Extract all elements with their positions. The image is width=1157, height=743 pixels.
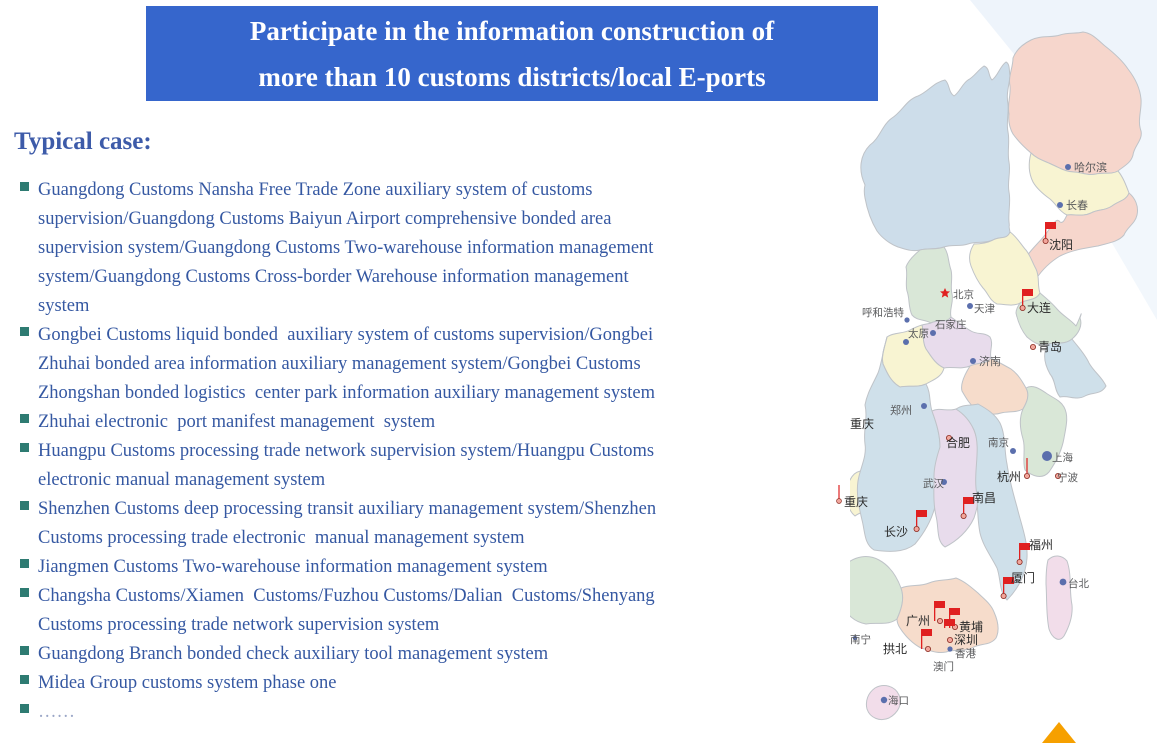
svg-text:杭州: 杭州 [997, 469, 1021, 484]
svg-text:长春: 长春 [1066, 199, 1088, 212]
svg-text:上海: 上海 [1052, 451, 1074, 464]
svg-text:长沙: 长沙 [884, 525, 908, 539]
svg-text:黄埔: 黄埔 [959, 620, 983, 634]
svg-text:沈阳: 沈阳 [1049, 237, 1073, 252]
svg-text:宁波: 宁波 [1057, 471, 1079, 484]
svg-text:天津: 天津 [974, 303, 995, 315]
svg-text:哈尔滨: 哈尔滨 [1074, 160, 1107, 174]
svg-text:石家庄: 石家庄 [935, 318, 967, 331]
svg-text:厦门: 厦门 [1011, 570, 1035, 585]
svg-text:呼和浩特: 呼和浩特 [862, 307, 904, 319]
svg-text:福州: 福州 [1029, 537, 1053, 552]
svg-text:南宁: 南宁 [850, 633, 871, 646]
svg-text:南昌: 南昌 [972, 490, 996, 505]
svg-text:太原: 太原 [908, 327, 929, 340]
svg-text:大连: 大连 [1027, 300, 1051, 315]
svg-text:香港: 香港 [955, 648, 976, 660]
svg-text:海口: 海口 [888, 694, 909, 707]
svg-text:重庆: 重庆 [844, 495, 868, 509]
svg-text:济南: 济南 [979, 354, 1001, 368]
svg-text:青岛: 青岛 [1038, 339, 1062, 354]
svg-text:深圳: 深圳 [954, 633, 978, 647]
svg-text:南京: 南京 [988, 436, 1009, 449]
svg-text:台北: 台北 [1068, 577, 1090, 590]
svg-text:武汉: 武汉 [923, 477, 944, 490]
svg-text:广州: 广州 [906, 614, 930, 628]
svg-text:郑州: 郑州 [890, 403, 912, 417]
svg-text:澳门: 澳门 [933, 660, 954, 673]
svg-text:合肥: 合肥 [946, 435, 970, 450]
svg-text:拱北: 拱北 [883, 642, 907, 656]
svg-text:重庆: 重庆 [850, 417, 874, 431]
svg-text:北京: 北京 [953, 288, 974, 301]
